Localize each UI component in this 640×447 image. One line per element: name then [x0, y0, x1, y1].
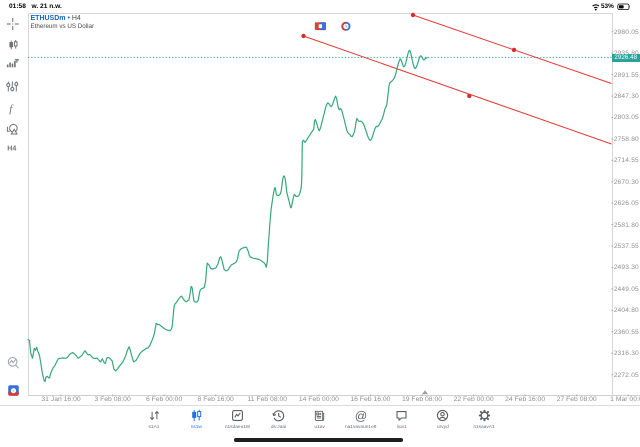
svg-text:f: f — [9, 103, 14, 115]
svg-text:H4: H4 — [7, 145, 16, 152]
svg-text:@: @ — [355, 409, 367, 422]
